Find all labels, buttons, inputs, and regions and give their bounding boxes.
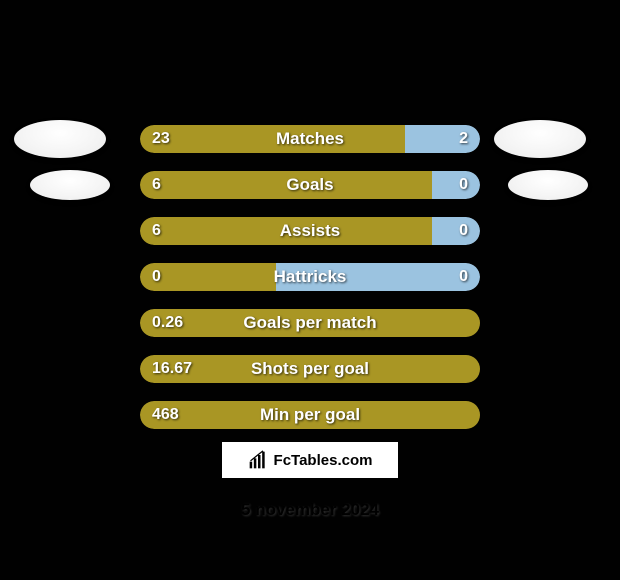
stat-bar-left	[140, 217, 432, 245]
stat-bar-right	[276, 263, 480, 291]
player2-avatar	[508, 170, 588, 200]
player2-avatar	[494, 120, 586, 158]
stat-bar-track: Assists60	[140, 217, 480, 245]
stat-row: Assists60	[0, 208, 620, 254]
stat-bar-right	[432, 217, 480, 245]
stat-bar-track: Goals60	[140, 171, 480, 199]
stat-row: Goals per match0.26	[0, 300, 620, 346]
stats-chart: Matches232 Goals60 Assists60 Hattricks00 Goa…	[0, 116, 620, 438]
stat-bar-left	[140, 263, 276, 291]
player1-avatar	[30, 170, 110, 200]
source-badge: FcTables.com	[220, 440, 400, 480]
stat-row: Min per goal468	[0, 392, 620, 438]
stat-bar-left	[140, 171, 432, 199]
stat-row: Matches232	[0, 116, 620, 162]
stat-bar-track: Shots per goal16.67	[140, 355, 480, 383]
stat-bar-left	[140, 125, 405, 153]
stat-bar-right	[405, 125, 480, 153]
stat-bar-left	[140, 309, 480, 337]
stat-bar-track: Goals per match0.26	[140, 309, 480, 337]
stat-bar-left	[140, 401, 480, 429]
stat-row: Goals60	[0, 162, 620, 208]
date-label: 5 november 2024	[0, 500, 620, 520]
player1-avatar	[14, 120, 106, 158]
chart-icon	[248, 450, 268, 470]
stat-row: Hattricks00	[0, 254, 620, 300]
badge-text: FcTables.com	[274, 452, 373, 469]
stat-bar-track: Hattricks00	[140, 263, 480, 291]
stat-bar-track: Matches232	[140, 125, 480, 153]
stat-row: Shots per goal16.67	[0, 346, 620, 392]
stat-bar-left	[140, 355, 480, 383]
stat-bar-right	[432, 171, 480, 199]
stat-bar-track: Min per goal468	[140, 401, 480, 429]
